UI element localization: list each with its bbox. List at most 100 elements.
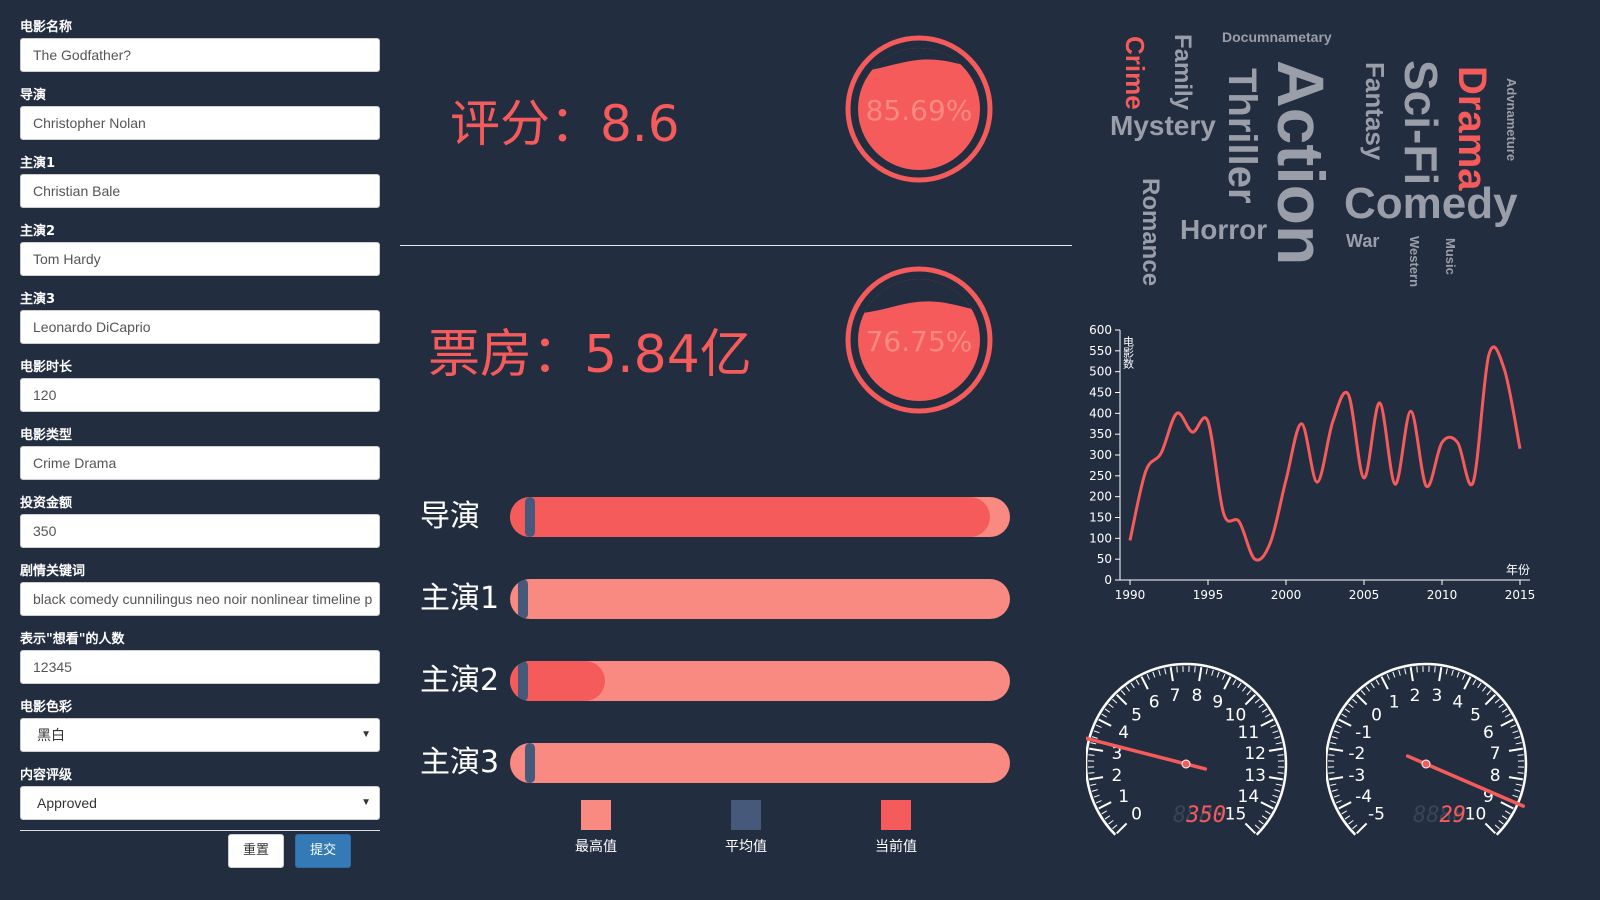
boxoffice-percent-label: 76.75% — [866, 325, 973, 358]
keywords-input[interactable]: black comedy cunnilingus neo noir nonlin… — [20, 582, 380, 616]
content-rating-label: 内容评级 — [20, 768, 73, 783]
movie-form: 电影名称 The Godfather? 导演 Christopher Nolan… — [20, 14, 382, 831]
legend-item-max[interactable]: 最高值 — [556, 800, 636, 856]
gauge-tick — [1329, 776, 1344, 781]
gauge-tick — [1270, 724, 1277, 728]
boxoffice-liquid-gauge: 76.75% — [845, 266, 993, 414]
want-to-see-input[interactable]: 12345 — [20, 650, 380, 684]
director-input[interactable]: Christopher Nolan — [20, 106, 380, 140]
gauge-tick — [1098, 801, 1112, 810]
gauge-tick — [1515, 783, 1522, 786]
gauge-tick — [1260, 801, 1274, 810]
word-war: War — [1346, 231, 1380, 251]
gauge-tick-label: 3 — [1111, 744, 1122, 764]
gauge-tick — [1512, 794, 1519, 798]
gauge-tick — [1344, 708, 1351, 713]
word-western: Western — [1407, 236, 1422, 288]
gauge-tick-label: 5 — [1470, 706, 1481, 726]
field-actor1: 主演1 Christian Bale — [20, 154, 382, 208]
actor3-label: 主演3 — [20, 292, 56, 307]
gauge-tick — [1090, 742, 1097, 745]
gauge-tick — [1501, 708, 1508, 713]
y-tick-label: 600 — [1089, 323, 1112, 337]
gauge-tick — [1089, 776, 1104, 781]
gauge-arc — [1326, 662, 1528, 836]
gauge-tick — [1404, 668, 1407, 675]
gauge-tick — [1264, 713, 1271, 718]
gauge-tick — [1112, 824, 1118, 830]
bar-row-actor2: 主演2 — [400, 659, 1020, 703]
gauge-tick-label: 10 — [1225, 706, 1247, 726]
submit-button[interactable]: 提交 — [295, 834, 352, 868]
reset-button[interactable]: 重置 — [228, 834, 285, 868]
gauge-needle — [1424, 762, 1526, 808]
gauge-tick — [1331, 736, 1338, 739]
gauge-tick-label: 15 — [1225, 804, 1247, 824]
legend-item-avg[interactable]: 平均值 — [706, 800, 786, 856]
gauge-tick — [1338, 718, 1352, 727]
gauge-tick-label: 4 — [1118, 723, 1129, 743]
bar-max-actor1 — [510, 579, 1010, 619]
gauge-tick — [1246, 690, 1252, 696]
gauge-tick — [1169, 667, 1174, 682]
y-tick-label: 400 — [1089, 406, 1112, 420]
movie-name-input[interactable]: The Godfather? — [20, 38, 380, 72]
gauge-tick — [1335, 800, 1342, 804]
field-actor2: 主演2 Tom Hardy — [20, 222, 382, 276]
gauge-tick — [1146, 673, 1150, 680]
x-tick-label: 2005 — [1349, 588, 1380, 602]
actor2-input[interactable]: Tom Hardy — [20, 242, 380, 276]
gauge-tick — [1360, 690, 1366, 696]
prediction-panel: 评分：8.6 85.69% 票房：5.84亿 76.75% 导演 主演1 主演2 — [400, 0, 1072, 900]
gauge-tick — [1416, 666, 1418, 673]
x-tick-label: 2010 — [1427, 588, 1458, 602]
gauge-tick — [1216, 671, 1220, 678]
field-duration: 电影时长 120 — [20, 358, 382, 412]
gauge-tick — [1244, 693, 1257, 706]
gauge-tick-label: 5 — [1131, 706, 1142, 726]
actor3-input[interactable]: Leonardo DiCaprio — [20, 310, 380, 344]
gauge-tick — [1091, 736, 1098, 739]
gauge-tick — [1275, 783, 1282, 786]
y-tick-label: 250 — [1089, 469, 1112, 483]
actor1-input[interactable]: Christian Bale — [20, 174, 380, 208]
gauge-tick — [1328, 772, 1335, 774]
legend-item-current[interactable]: 当前值 — [856, 800, 936, 856]
gauge-tick — [1274, 736, 1281, 739]
gauge-tick — [1484, 822, 1497, 835]
word-mystery: Mystery — [1110, 110, 1216, 141]
gauge-tick — [1277, 754, 1284, 756]
gauge-tick — [1501, 815, 1508, 820]
actor1-label: 主演1 — [20, 156, 56, 171]
gauge-display-value: 29 — [1440, 803, 1467, 828]
bar-avg-actor2 — [518, 661, 528, 701]
investment-input[interactable]: 350 — [20, 514, 380, 548]
gauge-tick — [1380, 676, 1389, 690]
gauge-tick-label: 2 — [1410, 686, 1421, 706]
genre-input[interactable]: Crime Drama — [20, 446, 380, 480]
bar-row-actor1: 主演1 — [400, 577, 1020, 621]
y-tick-label: 50 — [1097, 552, 1112, 566]
y-tick-label: 550 — [1089, 344, 1112, 358]
gauge-tick — [1348, 703, 1354, 709]
color-select[interactable]: 黑白 ▼ — [20, 718, 380, 752]
gauge-tick — [1158, 669, 1161, 676]
gauge-hub — [1181, 759, 1191, 769]
bar-label-actor2: 主演2 — [420, 663, 500, 698]
gauge-tick — [1504, 810, 1511, 815]
gauge-tick — [1486, 690, 1492, 696]
gauge-tick-label: 8 — [1490, 766, 1501, 786]
content-rating-select[interactable]: Approved ▼ — [20, 786, 380, 820]
gauge-tick — [1508, 776, 1523, 781]
gauge-tick — [1434, 666, 1436, 673]
gauge-tick — [1498, 819, 1504, 825]
field-rating: 内容评级 Approved ▼ — [20, 766, 382, 820]
gauge-tick — [1098, 718, 1112, 727]
duration-input[interactable]: 120 — [20, 378, 380, 412]
gauge-tick — [1484, 693, 1497, 706]
gauge-tick — [1451, 669, 1454, 676]
gauge-tick — [1261, 708, 1268, 713]
gauge-tick — [1456, 671, 1460, 678]
gauge-tick-label: 13 — [1244, 766, 1266, 786]
x-tick-label: 2000 — [1271, 588, 1302, 602]
